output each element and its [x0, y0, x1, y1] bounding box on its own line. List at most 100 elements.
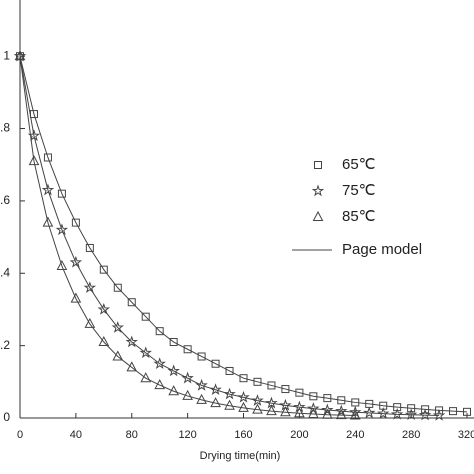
- data-point: [309, 392, 318, 401]
- data-point: [56, 259, 68, 271]
- data-point: [418, 408, 432, 421]
- data-point: [404, 408, 418, 421]
- data-point: [267, 381, 276, 390]
- model-curve: [19, 56, 468, 413]
- legend-label: 65℃: [342, 156, 376, 173]
- data-point: [252, 403, 263, 414]
- data-point: [195, 378, 208, 391]
- x-tick-label: 0: [17, 429, 23, 441]
- data-point: [335, 409, 347, 420]
- data-point: [97, 302, 111, 315]
- data-point: [181, 371, 194, 384]
- data-point: [294, 407, 305, 418]
- data-point: [224, 399, 235, 410]
- data-point: [167, 364, 180, 377]
- data-point: [125, 335, 138, 348]
- data-point: [237, 390, 250, 403]
- data-point: [435, 406, 444, 415]
- data-point: [363, 406, 376, 419]
- data-point: [28, 155, 40, 166]
- x-tick-label: 280: [402, 429, 420, 441]
- y-tick-label: 0.8: [0, 121, 10, 135]
- data-point: [98, 335, 110, 347]
- data-point: [253, 377, 262, 386]
- data-point: [308, 407, 319, 419]
- data-point: [421, 405, 430, 414]
- legend-marker: [312, 210, 324, 221]
- y-tick-label: 0: [3, 410, 10, 424]
- y-tick-label: 0.2: [0, 338, 10, 352]
- data-point: [390, 407, 404, 420]
- x-tick-label: 240: [346, 429, 364, 441]
- data-point: [238, 401, 249, 412]
- data-point: [209, 383, 222, 396]
- data-point: [70, 292, 82, 303]
- data-point: [139, 346, 152, 359]
- data-point: [183, 345, 192, 354]
- data-point: [376, 407, 390, 419]
- data-point: [154, 379, 166, 390]
- model-curve: [19, 56, 440, 416]
- data-point: [141, 312, 150, 321]
- data-point: [168, 385, 179, 396]
- legend-label: Page model: [342, 241, 422, 258]
- x-tick-label: 40: [70, 429, 82, 441]
- x-tick-label: 200: [290, 429, 308, 441]
- data-point: [323, 394, 332, 403]
- data-point: [307, 402, 320, 414]
- data-point: [295, 388, 304, 397]
- data-point: [42, 216, 54, 227]
- data-point: [349, 409, 361, 420]
- y-tick-label: 0.6: [0, 193, 10, 207]
- data-point: [84, 317, 96, 328]
- model-curve: [19, 56, 356, 416]
- data-point: [99, 265, 108, 274]
- y-tick-label: 1: [3, 48, 10, 62]
- data-point: [280, 406, 291, 417]
- x-tick-label: 320: [458, 429, 474, 441]
- data-point: [153, 357, 166, 370]
- data-point: [449, 407, 458, 416]
- data-point: [169, 338, 178, 347]
- data-point: [112, 350, 124, 361]
- data-point: [211, 359, 220, 368]
- data-point: [113, 283, 122, 292]
- legend-marker: [314, 161, 322, 169]
- data-point: [43, 153, 52, 162]
- x-tick-label: 120: [178, 429, 196, 441]
- data-point: [57, 189, 66, 198]
- data-point: [266, 405, 277, 416]
- legend-marker: [311, 184, 325, 197]
- data-point: [321, 408, 333, 419]
- data-point: [225, 366, 234, 375]
- data-point: [41, 183, 55, 196]
- data-point: [85, 243, 94, 252]
- x-axis-label: Drying time(min): [200, 450, 281, 462]
- data-point: [83, 281, 97, 294]
- data-point: [251, 394, 264, 406]
- data-point: [197, 352, 206, 361]
- data-point: [126, 361, 138, 372]
- x-tick-label: 160: [234, 429, 252, 441]
- data-point: [349, 405, 362, 418]
- legend-label: 75℃: [342, 182, 376, 199]
- data-point: [155, 327, 164, 336]
- data-point: [337, 396, 346, 405]
- legend-label: 85℃: [342, 208, 376, 225]
- data-point: [111, 321, 124, 333]
- data-point: [210, 397, 221, 408]
- data-point: [223, 387, 236, 400]
- data-point: [55, 223, 69, 236]
- data-point: [463, 407, 472, 416]
- data-point: [140, 372, 152, 383]
- x-tick-label: 80: [126, 429, 138, 441]
- data-point: [239, 374, 248, 383]
- data-point: [281, 385, 290, 394]
- y-tick-label: 0.4: [0, 265, 10, 279]
- data-point: [69, 255, 83, 268]
- data-point: [335, 404, 348, 417]
- data-point: [196, 393, 207, 404]
- data-point: [432, 408, 446, 421]
- data-point: [71, 218, 80, 227]
